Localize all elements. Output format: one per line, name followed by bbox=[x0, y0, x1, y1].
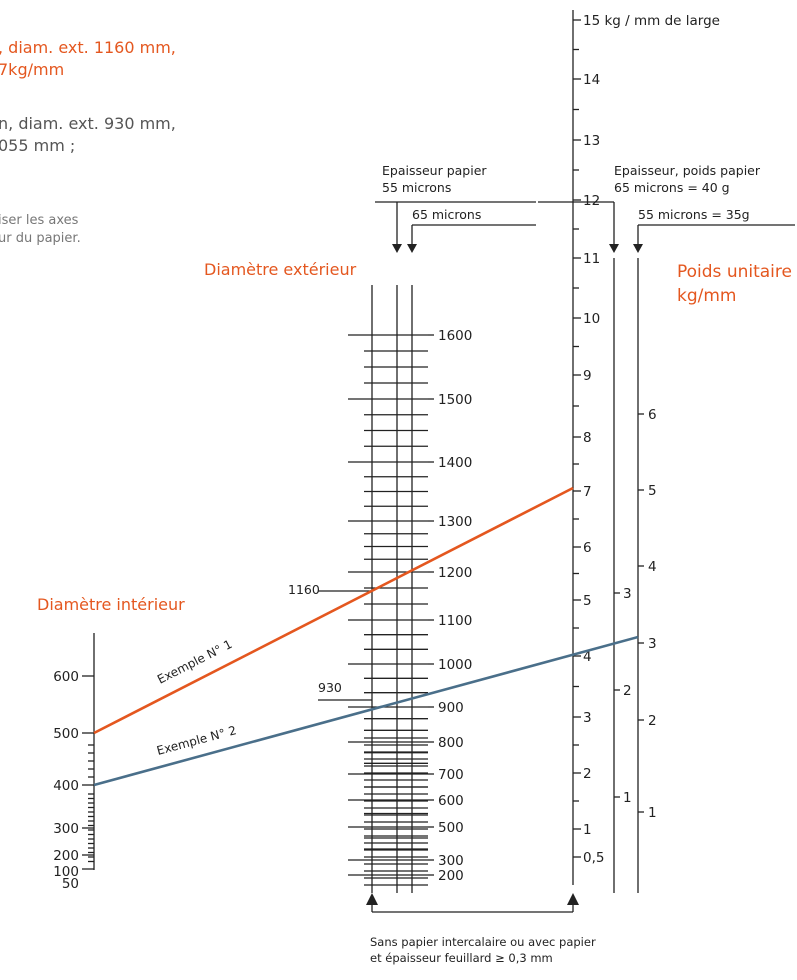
main-tick-label: 4 bbox=[583, 649, 592, 665]
tick-labels-layer: 6005004003002001005016001500140013001200… bbox=[53, 13, 720, 892]
paper-weight-title-line1: Epaisseur, poids papier bbox=[614, 163, 760, 178]
inner-tick-label: 500 bbox=[53, 726, 79, 742]
paper55-tick-label: 5 bbox=[648, 483, 657, 499]
outer-diameter-title: Diamètre extérieur bbox=[204, 260, 357, 279]
main-tick-label: 2 bbox=[583, 766, 592, 782]
main-tick-label: 5 bbox=[583, 593, 592, 609]
outer-tick-label: 900 bbox=[438, 700, 464, 716]
marker-1160-label: 1160 bbox=[288, 582, 320, 597]
arrow-down-icon bbox=[407, 244, 417, 253]
inner-diameter-title: Diamètre intérieur bbox=[37, 595, 185, 614]
main-tick-label: 1 bbox=[583, 822, 592, 838]
paper65-tick-label: 3 bbox=[623, 586, 632, 602]
outer-tick-label: 200 bbox=[438, 868, 464, 884]
paper55-tick-label: 6 bbox=[648, 407, 657, 423]
paper-weight-title-line2: 65 microns = 40 g bbox=[614, 180, 730, 195]
arrow-up-icon bbox=[366, 893, 378, 905]
main-tick-label: 14 bbox=[583, 72, 600, 88]
unit-weight-title-line2: kg/mm bbox=[677, 286, 737, 306]
outer-tick-label: 1600 bbox=[438, 328, 472, 344]
example2-line bbox=[93, 635, 639, 787]
example2-description-line2: 055 mm ; bbox=[0, 136, 76, 155]
example2-label: Exemple N° 2 bbox=[155, 723, 238, 758]
main-tick-label: 3 bbox=[583, 710, 592, 726]
marker-930-label: 930 bbox=[318, 680, 342, 695]
inner-tick-label: 600 bbox=[53, 669, 79, 685]
paper55-tick-label: 2 bbox=[648, 713, 657, 729]
outer-tick-label: 700 bbox=[438, 767, 464, 783]
outer-tick-label: 600 bbox=[438, 793, 464, 809]
arrow-down-icon bbox=[392, 244, 402, 253]
arrow-up-icon bbox=[567, 893, 579, 905]
paper55-tick-label: 3 bbox=[648, 636, 657, 652]
paper55-tick-label: 4 bbox=[648, 559, 657, 575]
paper55-tick-label: 1 bbox=[648, 805, 657, 821]
example1-line bbox=[93, 486, 574, 735]
paper-thickness-title-line1: Epaisseur papier bbox=[382, 163, 487, 178]
inner-tick-label: 400 bbox=[53, 778, 79, 794]
outer-tick-label: 500 bbox=[438, 820, 464, 836]
outer-tick-label: 800 bbox=[438, 735, 464, 751]
outer-tick-label: 300 bbox=[438, 853, 464, 869]
main-tick-label: 6 bbox=[583, 540, 592, 556]
main-tick-label: 8 bbox=[583, 430, 592, 446]
outer-tick-label: 1400 bbox=[438, 455, 472, 471]
note-line2: ur du papier. bbox=[0, 231, 81, 246]
main-tick-label: 13 bbox=[583, 133, 600, 149]
inner-tick-label: 100 bbox=[53, 864, 79, 880]
example1-description-line2: 7kg/mm bbox=[0, 60, 65, 79]
example2-description-line1: n, diam. ext. 930 mm, bbox=[0, 114, 176, 133]
paper65-tick-label: 2 bbox=[623, 683, 632, 699]
paper-65-label: 65 microns bbox=[412, 207, 482, 222]
inner-tick-label: 200 bbox=[53, 848, 79, 864]
outer-tick-label: 1300 bbox=[438, 514, 472, 530]
outer-tick-label: 1000 bbox=[438, 657, 472, 673]
main-tick-label: 15 kg / mm de large bbox=[583, 13, 720, 29]
main-tick-label: 7 bbox=[583, 484, 592, 500]
main-tick-label: 10 bbox=[583, 311, 600, 327]
inner-tick-label: 50 bbox=[62, 876, 79, 892]
arrow-down-icon bbox=[609, 244, 619, 253]
paper-thickness-title-line2: 55 microns bbox=[382, 180, 452, 195]
footer-note-line1: Sans papier intercalaire ou avec papier bbox=[370, 935, 596, 949]
main-tick-label: 11 bbox=[583, 251, 600, 267]
main-tick-label: 12 bbox=[583, 193, 600, 209]
outer-tick-label: 1500 bbox=[438, 392, 472, 408]
example-lines-layer: Exemple N° 1 Exemple N° 2 bbox=[93, 486, 639, 787]
paper-weight-title-line3: 55 microns = 35g bbox=[638, 207, 750, 222]
example1-label: Exemple N° 1 bbox=[155, 637, 234, 687]
main-tick-label: 0,5 bbox=[583, 850, 604, 866]
inner-tick-label: 300 bbox=[53, 821, 79, 837]
paper65-tick-label: 1 bbox=[623, 790, 632, 806]
unit-weight-title-line1: Poids unitaire bbox=[677, 262, 792, 282]
axes-layer bbox=[82, 10, 795, 913]
footer-note-line2: et épaisseur feuillard ≥ 0,3 mm bbox=[370, 951, 553, 965]
outer-tick-label: 1200 bbox=[438, 565, 472, 581]
main-tick-label: 9 bbox=[583, 368, 592, 384]
example1-description-line1: , diam. ext. 1160 mm, bbox=[0, 38, 176, 57]
outer-tick-label: 1100 bbox=[438, 613, 472, 629]
arrow-down-icon bbox=[633, 244, 643, 253]
note-line1: iser les axes bbox=[0, 213, 79, 228]
